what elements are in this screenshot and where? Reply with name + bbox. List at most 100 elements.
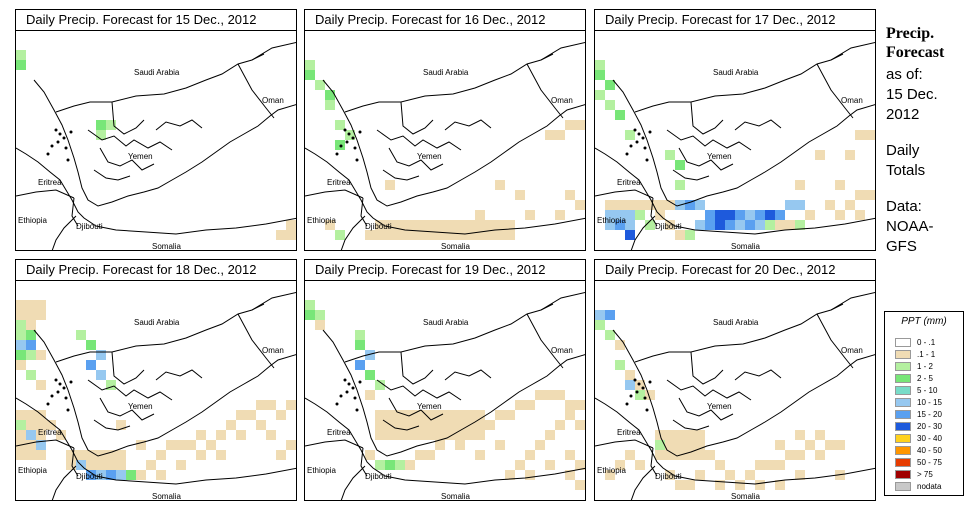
precip-cell — [765, 220, 775, 230]
border-line — [666, 379, 752, 401]
legend-label: 20 - 30 — [917, 422, 942, 431]
forecast-panel-6: Daily Precip. Forecast for 20 Dec., 2012… — [594, 259, 876, 501]
precip-cell — [385, 220, 395, 230]
precip-cell — [16, 420, 26, 430]
place-label-yemen: Yemen — [707, 402, 732, 411]
island-dot — [629, 144, 633, 148]
precip-cell — [395, 230, 405, 240]
precip-cell — [565, 470, 575, 480]
border-line — [71, 447, 79, 477]
place-label-saudi: Saudi Arabia — [134, 68, 180, 77]
border-line — [526, 63, 564, 119]
precip-cell — [445, 420, 455, 430]
border-line — [305, 189, 364, 199]
legend-title: PPT (mm) — [901, 316, 947, 327]
precip-cell — [705, 210, 715, 220]
border-line — [595, 397, 875, 485]
place-label-somalia: Somalia — [731, 242, 760, 250]
border-line — [111, 101, 145, 135]
border-line — [305, 397, 585, 485]
precip-cell — [86, 360, 96, 370]
precip-cell — [96, 350, 106, 360]
precip-cell — [355, 340, 365, 350]
precip-cell — [835, 440, 845, 450]
precip-cell — [385, 410, 395, 420]
border-line — [251, 291, 296, 311]
precip-cell — [56, 430, 66, 440]
island-dot — [54, 378, 58, 382]
panel-title: Daily Precip. Forecast for 15 Dec., 2012 — [16, 10, 296, 31]
border-line — [830, 291, 875, 311]
island-dot — [54, 128, 58, 132]
precip-cell — [795, 430, 805, 440]
precip-cell — [795, 220, 805, 230]
border-line — [595, 439, 654, 449]
precip-cell — [625, 230, 635, 240]
map-svg — [595, 291, 875, 500]
precip-cell — [26, 330, 36, 340]
precip-cell — [305, 310, 315, 320]
precip-cell — [206, 440, 216, 450]
precip-cell — [415, 430, 425, 440]
place-label-yemen: Yemen — [707, 152, 732, 161]
border-line — [388, 147, 444, 171]
island-dot — [56, 140, 60, 144]
precip-cell — [795, 180, 805, 190]
precip-cell — [505, 470, 515, 480]
border-line — [630, 465, 656, 500]
island-dot — [64, 396, 68, 400]
island-dot — [339, 144, 343, 148]
precip-cell — [375, 380, 385, 390]
precip-cell — [26, 440, 36, 450]
place-label-ethiopia: Ethiopia — [597, 216, 626, 225]
island-dot — [343, 378, 347, 382]
precip-cell — [675, 180, 685, 190]
legend-swatch — [895, 338, 911, 347]
border-line — [830, 41, 875, 61]
precip-cell — [575, 480, 585, 490]
precip-cell — [675, 480, 685, 490]
precip-cell — [96, 120, 106, 130]
precip-cell — [595, 310, 605, 320]
map-svg — [16, 41, 296, 250]
precip-cell — [465, 220, 475, 230]
precip-cell — [405, 230, 415, 240]
precip-cell — [385, 180, 395, 190]
precip-cell — [505, 410, 515, 420]
precip-cell — [355, 360, 365, 370]
place-label-ethiopia: Ethiopia — [307, 216, 336, 225]
precip-cell — [625, 200, 635, 210]
precip-cell — [745, 210, 755, 220]
precip-map: Saudi Arabia Oman Yemen Eritrea Ethiopia Djib… — [305, 30, 585, 250]
island-dot — [645, 158, 649, 162]
precip-cell — [625, 450, 635, 460]
precip-cell — [335, 230, 345, 240]
map-svg — [16, 291, 296, 500]
place-label-oman: Oman — [551, 96, 573, 105]
precip-cell — [36, 430, 46, 440]
precip-cell — [266, 400, 276, 410]
island-dot — [69, 380, 73, 384]
legend-swatch — [895, 470, 911, 479]
precip-cell — [96, 130, 106, 140]
precip-cell — [425, 230, 435, 240]
precip-cell — [276, 410, 286, 420]
precip-cell — [605, 200, 615, 210]
precip-cell — [116, 420, 126, 430]
island-dot — [358, 380, 362, 384]
precip-cell — [815, 450, 825, 460]
precip-cell — [665, 150, 675, 160]
precip-cell — [325, 90, 335, 100]
border-line — [51, 465, 77, 500]
forecast-panel-2: Daily Precip. Forecast for 16 Dec., 2012… — [304, 9, 586, 251]
border-line — [382, 169, 420, 181]
precip-cell — [635, 460, 645, 470]
precip-cell — [365, 230, 375, 240]
precip-cell — [525, 450, 535, 460]
precip-cell — [765, 210, 775, 220]
island-dot — [355, 158, 359, 162]
border-line — [634, 53, 844, 113]
precip-cell — [325, 220, 335, 230]
precip-cell — [375, 220, 385, 230]
precip-cell — [86, 340, 96, 350]
